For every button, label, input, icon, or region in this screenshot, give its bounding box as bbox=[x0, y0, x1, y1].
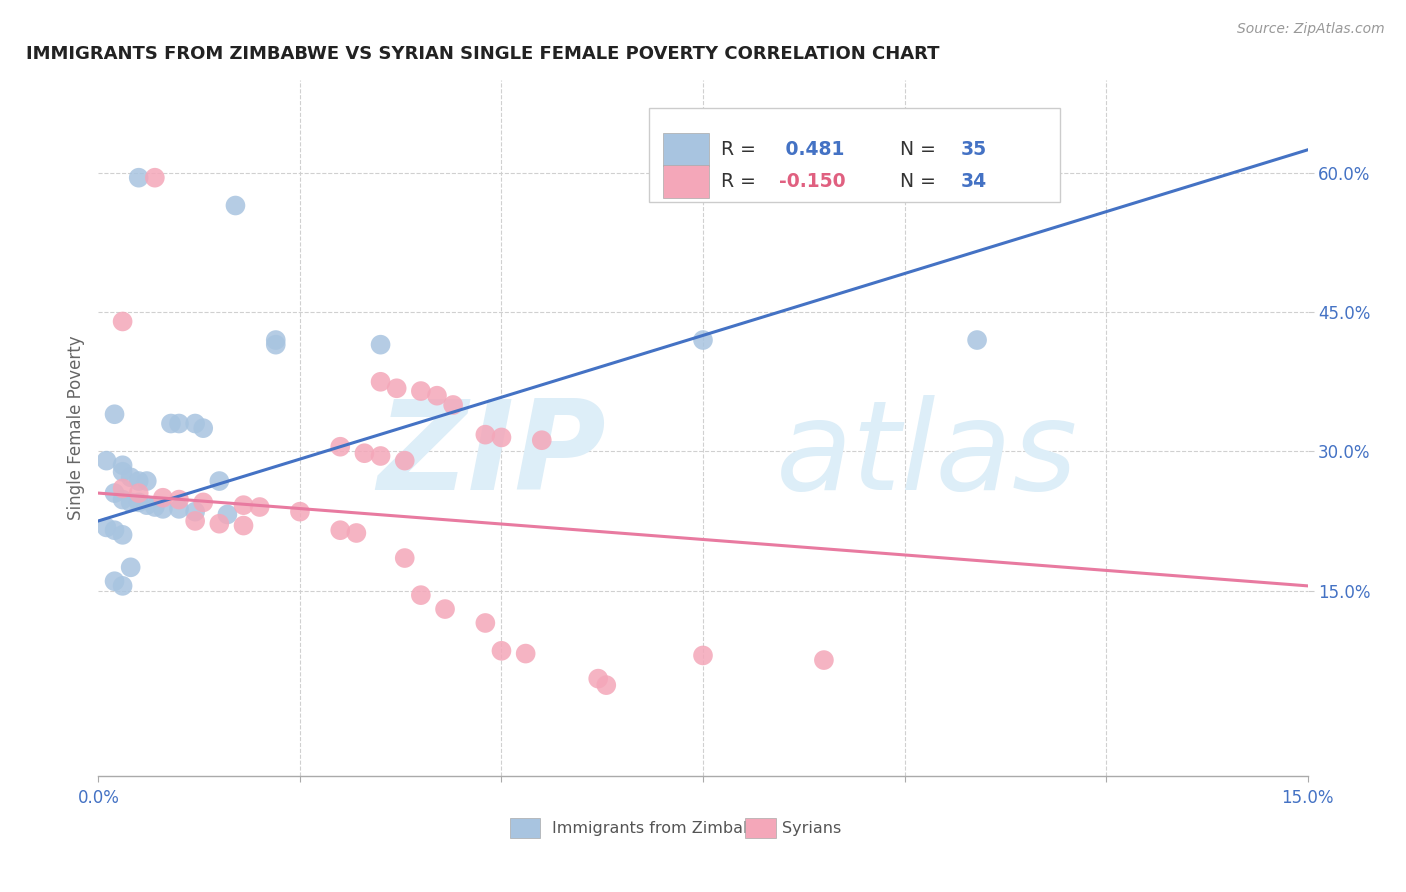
Point bbox=[217, 508, 239, 522]
Y-axis label: Single Female Poverty: Single Female Poverty bbox=[66, 336, 84, 520]
Point bbox=[491, 430, 513, 444]
Text: R =: R = bbox=[721, 172, 762, 191]
Text: Syrians: Syrians bbox=[782, 821, 841, 836]
Point bbox=[152, 491, 174, 505]
FancyBboxPatch shape bbox=[664, 133, 709, 166]
Point bbox=[249, 500, 271, 514]
Point bbox=[103, 523, 125, 537]
Point bbox=[264, 333, 287, 347]
Point bbox=[96, 453, 118, 467]
Point bbox=[530, 434, 553, 448]
Point bbox=[353, 446, 375, 460]
Point bbox=[232, 518, 254, 533]
Text: -0.150: -0.150 bbox=[779, 172, 846, 191]
Point bbox=[344, 526, 367, 541]
Point bbox=[385, 381, 408, 395]
Point bbox=[491, 644, 513, 658]
Point bbox=[128, 170, 150, 185]
Point bbox=[120, 560, 142, 574]
Point bbox=[208, 516, 231, 531]
Point bbox=[966, 333, 988, 347]
Text: Source: ZipAtlas.com: Source: ZipAtlas.com bbox=[1237, 22, 1385, 37]
Point bbox=[184, 505, 207, 519]
Point bbox=[111, 528, 134, 542]
Point bbox=[128, 486, 150, 500]
Point bbox=[152, 501, 174, 516]
FancyBboxPatch shape bbox=[648, 108, 1060, 202]
Point bbox=[692, 648, 714, 663]
Point bbox=[409, 588, 432, 602]
FancyBboxPatch shape bbox=[509, 819, 540, 838]
Point bbox=[434, 602, 457, 616]
Point bbox=[329, 440, 352, 454]
Point bbox=[208, 474, 231, 488]
Point bbox=[193, 421, 215, 435]
Text: N =: N = bbox=[900, 172, 942, 191]
Point bbox=[96, 520, 118, 534]
Point bbox=[370, 337, 392, 351]
Point bbox=[167, 492, 190, 507]
Text: 0.481: 0.481 bbox=[779, 140, 845, 159]
Point bbox=[692, 333, 714, 347]
Point bbox=[515, 647, 537, 661]
Point bbox=[288, 505, 311, 519]
Point bbox=[586, 672, 609, 686]
Point bbox=[595, 678, 617, 692]
Point bbox=[184, 417, 207, 431]
Point bbox=[193, 495, 215, 509]
Text: IMMIGRANTS FROM ZIMBABWE VS SYRIAN SINGLE FEMALE POVERTY CORRELATION CHART: IMMIGRANTS FROM ZIMBABWE VS SYRIAN SINGL… bbox=[25, 45, 939, 63]
FancyBboxPatch shape bbox=[664, 165, 709, 198]
Text: 34: 34 bbox=[960, 172, 987, 191]
Point bbox=[103, 574, 125, 589]
Point bbox=[111, 579, 134, 593]
Point bbox=[474, 615, 496, 630]
Point bbox=[103, 407, 125, 421]
Point bbox=[409, 384, 432, 398]
Text: Immigrants from Zimbabwe: Immigrants from Zimbabwe bbox=[551, 821, 776, 836]
Point bbox=[120, 470, 142, 484]
Point bbox=[135, 498, 157, 512]
Point bbox=[128, 474, 150, 488]
FancyBboxPatch shape bbox=[745, 819, 776, 838]
Point bbox=[426, 389, 449, 403]
Point bbox=[264, 337, 287, 351]
Point bbox=[394, 551, 416, 566]
Point bbox=[111, 465, 134, 479]
Point bbox=[184, 514, 207, 528]
Point bbox=[813, 653, 835, 667]
Point bbox=[120, 495, 142, 509]
Point bbox=[111, 458, 134, 473]
Point bbox=[103, 486, 125, 500]
Point bbox=[111, 482, 134, 496]
Point bbox=[135, 474, 157, 488]
Point bbox=[224, 198, 246, 212]
Text: R =: R = bbox=[721, 140, 762, 159]
Point bbox=[474, 427, 496, 442]
Point bbox=[167, 501, 190, 516]
Point bbox=[370, 449, 392, 463]
Point bbox=[143, 170, 166, 185]
Point bbox=[441, 398, 464, 412]
Point bbox=[143, 500, 166, 514]
Text: ZIP: ZIP bbox=[378, 395, 606, 516]
Text: N =: N = bbox=[900, 140, 942, 159]
Point bbox=[370, 375, 392, 389]
Point bbox=[167, 417, 190, 431]
Point bbox=[111, 492, 134, 507]
Point bbox=[232, 498, 254, 512]
Point bbox=[111, 314, 134, 328]
Point bbox=[394, 453, 416, 467]
Text: 35: 35 bbox=[960, 140, 987, 159]
Point bbox=[128, 495, 150, 509]
Text: atlas: atlas bbox=[776, 395, 1077, 516]
Point bbox=[329, 523, 352, 537]
Point bbox=[160, 417, 183, 431]
